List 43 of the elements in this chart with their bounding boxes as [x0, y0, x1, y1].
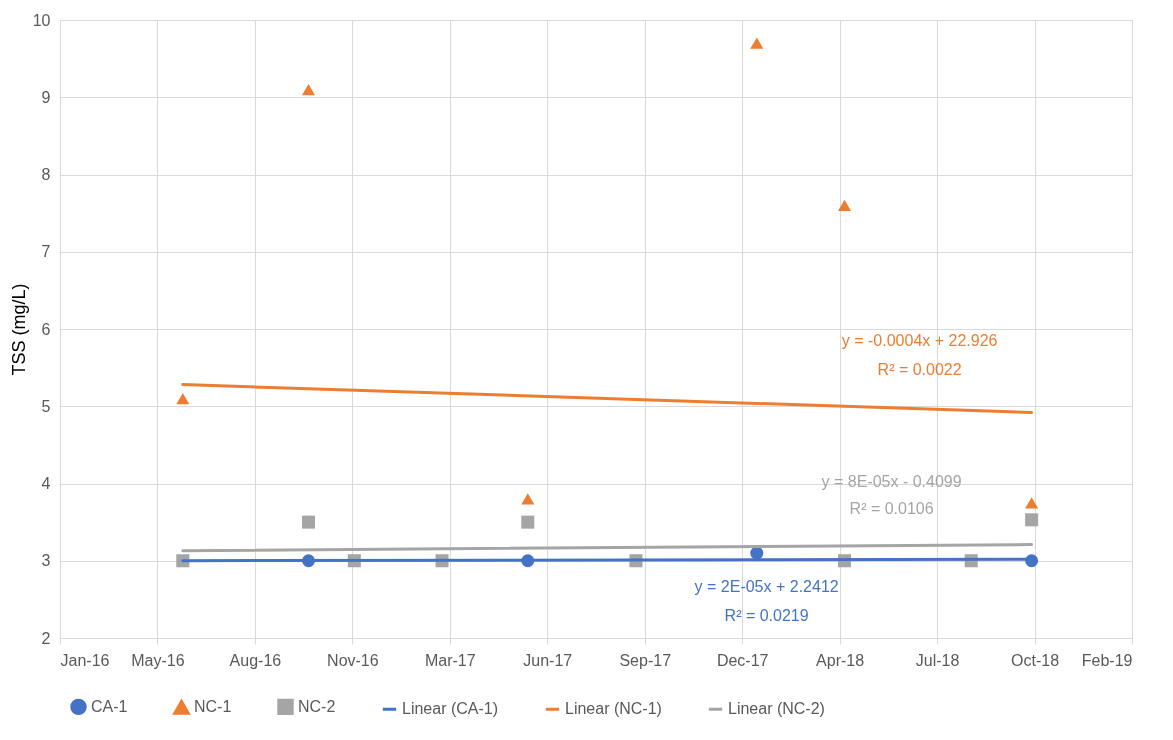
x-tick-label: Apr-18 [816, 651, 865, 669]
point [301, 83, 316, 96]
annotation: y = 8E-05x - 0.4099 [821, 472, 962, 490]
y-tick-label: 7 [41, 243, 51, 261]
legend-label: CA-1 [91, 697, 128, 715]
point [521, 493, 535, 505]
y-tick-label: 6 [41, 320, 51, 338]
x-tick-label: Dec-17 [716, 651, 769, 669]
y-tick-label: 5 [41, 397, 51, 415]
annotation: y = -0.0004x + 22.926 [841, 332, 998, 350]
x-tick-label: May-16 [131, 651, 185, 669]
annotation: R² = 0.0106 [849, 499, 934, 517]
x-tick-label: Jan-16 [60, 651, 110, 669]
x-tick-label: Jun-17 [523, 651, 573, 669]
y-tick-label: 10 [32, 11, 51, 29]
annotation: R² = 0.0022 [877, 361, 962, 379]
x-tick-label: Sep-17 [619, 651, 672, 669]
x-tick-label: Feb-19 [1081, 651, 1133, 669]
point [837, 199, 852, 212]
x-tick-label: Aug-16 [229, 651, 282, 669]
y-tick-label: 3 [41, 552, 51, 570]
point [1025, 497, 1039, 509]
legend-label: Linear (NC-2) [728, 700, 825, 718]
y-axis-title: TSS (mg/L) [8, 283, 29, 376]
y-tick-label: 2 [41, 629, 51, 647]
point [301, 515, 316, 529]
x-tick-label: Nov-16 [327, 651, 379, 669]
legend-label: Linear (CA-1) [402, 700, 499, 718]
x-tick-label: Jul-18 [915, 651, 960, 669]
annotation: y = 2E-05x + 2.2412 [694, 578, 839, 596]
point [1025, 513, 1039, 527]
point [521, 515, 535, 529]
point [750, 37, 764, 49]
y-tick-label: 8 [41, 166, 51, 183]
point [176, 392, 190, 405]
legend-label: NC-2 [298, 697, 336, 715]
legend-label: Linear (NC-1) [565, 700, 662, 718]
y-tick-label: 4 [41, 475, 51, 492]
y-tick-label: 9 [41, 88, 51, 106]
legend-label: NC-1 [194, 698, 232, 716]
annotation: R² = 0.0219 [724, 607, 809, 625]
x-tick-label: Mar-17 [424, 651, 476, 669]
x-tick-label: Oct-18 [1011, 651, 1060, 669]
